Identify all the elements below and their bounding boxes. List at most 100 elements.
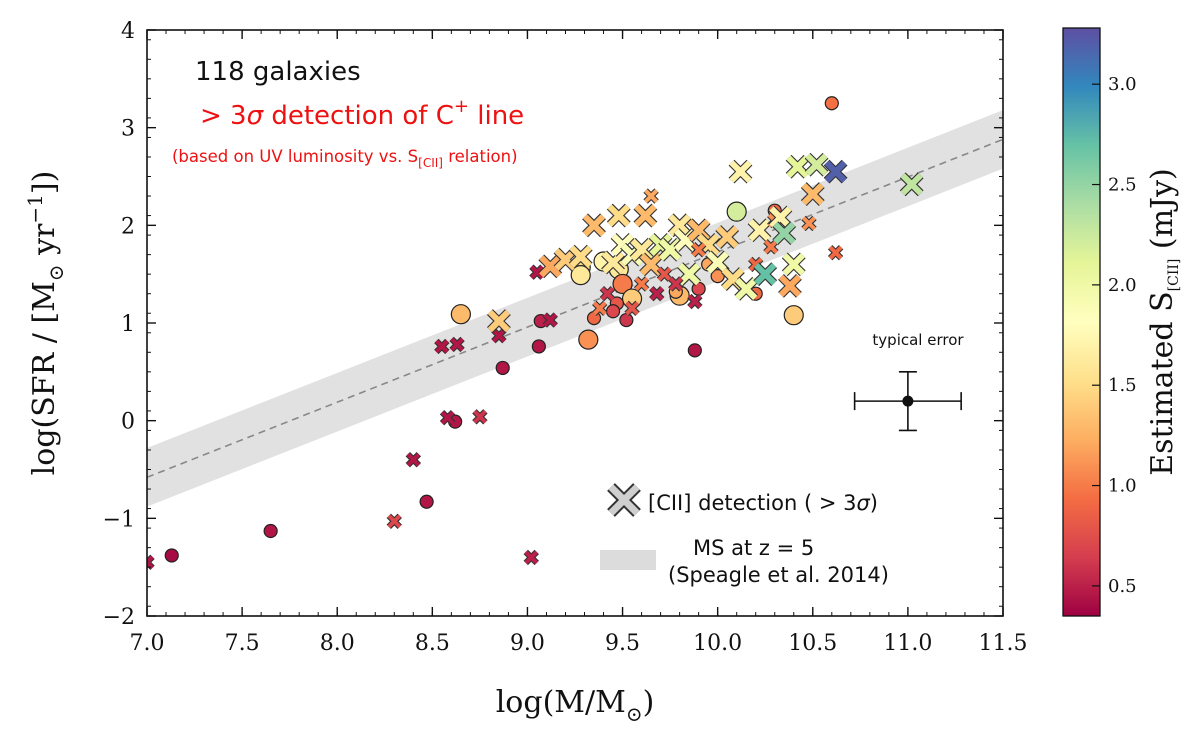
cross-point [687,293,703,310]
circle-point [726,201,747,222]
cross-point [823,159,848,184]
y-tick-label: 1 [121,312,135,337]
typical-error-bar [853,371,962,432]
cross-point [449,336,465,353]
colorbar [1062,27,1101,617]
cross-point [656,266,673,282]
cross-point [690,242,707,258]
colorbar-tick-label: 2.5 [1108,175,1137,196]
cross-point [439,410,456,426]
cross-point [667,213,692,238]
cross-point [753,262,778,287]
typical-error-point [902,395,914,407]
cross-point [633,203,658,228]
cross-point [677,262,702,287]
cross-point [568,244,593,269]
cross-point [553,247,578,272]
cross-point [715,225,740,249]
cross-point [734,276,759,301]
basis-annotation: (based on UV luminosity vs. S[CII] relat… [172,147,518,170]
colorbar-tick-label: 0.5 [1108,576,1137,597]
cross-point [606,203,631,228]
circle-point [164,548,179,563]
cross-point [778,273,802,298]
cross-point [624,300,640,317]
cross-point [800,182,825,206]
x-tick-label: 9.5 [605,631,640,656]
cross-point [592,300,608,317]
circle-point [495,360,510,376]
circle-point [531,339,546,354]
y-tick-label: 4 [121,19,135,44]
x-tick-label: 7.5 [225,631,260,656]
circle-point [263,523,278,539]
y-tick-label: −2 [103,605,135,630]
cross-point [147,554,155,570]
cross-point [747,218,772,243]
cross-point [649,286,665,302]
cross-point [405,452,422,468]
cross-point [827,244,844,261]
cross-point [523,549,539,566]
main-sequence-line [147,138,1003,479]
cross-point [386,513,402,529]
cross-point [487,309,511,333]
cross-point [491,328,507,344]
circle-point [605,304,621,319]
legend-ms-swatch [600,550,656,570]
galaxy-count-annotation: 118 galaxies [195,57,361,87]
cross-point [899,172,924,197]
cross-point [599,286,616,302]
y-tick-label: −1 [103,507,135,532]
y-tick-label: 2 [121,214,135,239]
cross-point [434,338,450,355]
cross-point [472,409,488,425]
cross-point [542,312,558,328]
cross-point [538,254,563,279]
legend-ms-label: MS at z = 5 [693,536,814,560]
cross-point [768,205,793,230]
x-axis: 7.0 7.5 8.0 8.5 9.0 9.5 10.0 10.5 11.0 11.5 [130,30,1027,656]
cross-point [643,188,659,204]
colorbar-label: Estimated S[CII] (mJy) [1145,168,1182,475]
circle-point [824,96,839,111]
cross-point [781,252,806,277]
cross-point [772,221,797,246]
cross-point [804,152,829,177]
cross-point [633,276,650,292]
cross-point [785,154,810,179]
circle-point [419,494,434,509]
legend-ms-reference: (Speagle et al. 2014) [668,563,889,587]
legend-cross-marker [608,484,640,516]
x-tick-label: 8.0 [320,631,355,656]
cross-point [582,213,606,238]
x-tick-label: 10.0 [693,631,742,656]
colorbar-ticks: 0.5 1.0 1.5 2.0 2.5 3.0 [1092,74,1137,597]
cross-point [601,250,625,275]
cross-point [801,215,817,232]
circle-point [570,265,591,286]
colorbar-tick-label: 2.0 [1108,275,1137,296]
data-points [147,96,924,570]
y-tick-label: 3 [121,117,135,142]
cross-point [639,252,663,277]
colorbar-tick-label: 3.0 [1108,74,1137,95]
y-axis: −2 −1 0 1 2 3 4 [103,19,1003,630]
cross-point [529,264,545,280]
legend-detection-label: [CII] detection ( > 3σ) [648,491,878,515]
colorbar-tick-label: 1.5 [1108,375,1137,396]
cross-point [668,276,684,292]
circle-point [612,273,633,295]
typical-error-label: typical error [872,331,964,349]
y-axis-title: log(SFR / [M⊙ yr−1]) [23,171,68,476]
cross-point [728,159,753,184]
x-tick-label: 9.0 [510,631,545,656]
circle-point [783,305,804,326]
detection-annotation: > 3σ detection of C+ line [200,96,524,131]
colorbar-tick-label: 1.0 [1108,476,1137,497]
circle-point [687,343,702,358]
x-tick-label: 10.5 [788,631,837,656]
circle-point [578,329,599,350]
cross-point [705,250,730,275]
